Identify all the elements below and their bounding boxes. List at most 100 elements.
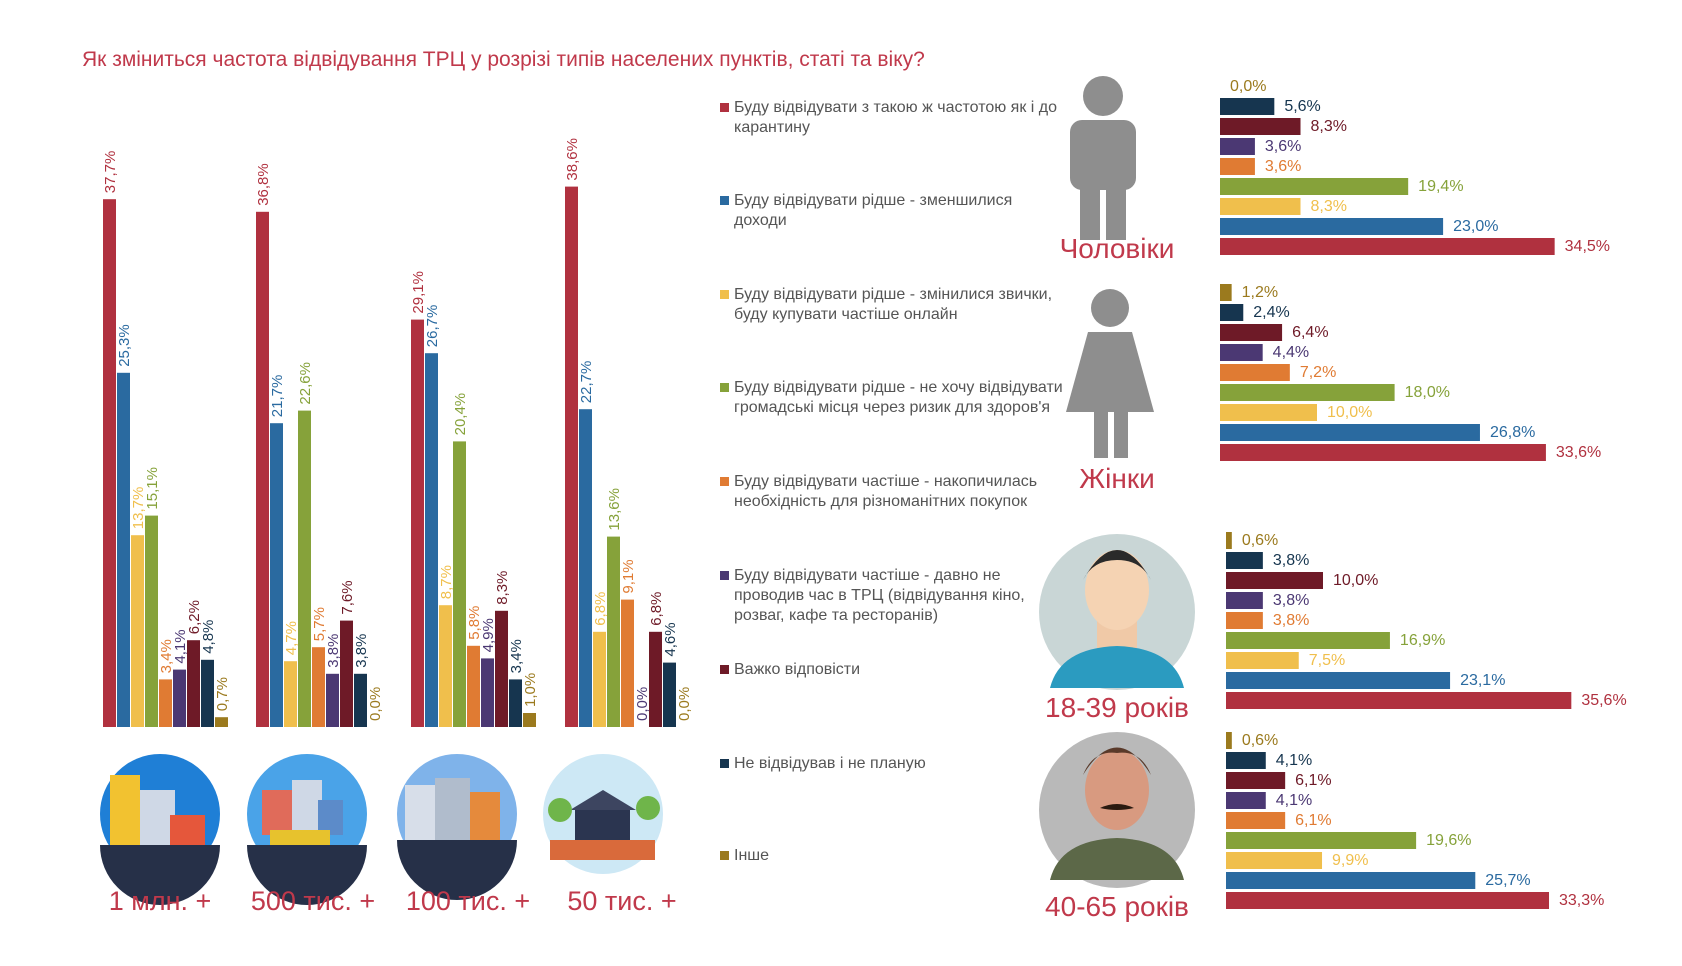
bar — [1220, 324, 1283, 341]
bar — [1220, 98, 1275, 115]
legend-item: Буду відвідувати рідше - не хочу відвіду… — [720, 378, 1064, 418]
group-label: 40-65 років — [1045, 891, 1189, 922]
category-label: 50 тис. + — [567, 886, 676, 916]
bar — [1226, 792, 1266, 809]
value-label: 35,6% — [1581, 692, 1626, 709]
bar — [607, 536, 620, 727]
bar — [1226, 832, 1417, 849]
legend-item: Буду відвідувати рідше - змінилися звичк… — [720, 285, 1064, 325]
value-label: 19,4% — [1418, 178, 1463, 195]
bar — [340, 620, 353, 727]
value-label: 0,0% — [367, 687, 384, 721]
city-icon — [397, 754, 517, 900]
legend-swatch — [720, 290, 729, 299]
legend-swatch — [720, 571, 729, 580]
bar — [621, 599, 634, 727]
value-label: 3,8% — [325, 634, 342, 668]
value-label: 26,7% — [424, 305, 441, 348]
bar — [1226, 892, 1550, 909]
value-label: 6,8% — [648, 592, 665, 626]
legend-text: Буду відвідувати рідше - зменшилися дохо… — [734, 192, 1013, 229]
legend-text: Важко відповісти — [734, 661, 861, 678]
value-label: 6,2% — [186, 600, 203, 634]
bar — [354, 673, 367, 727]
value-label: 36,8% — [255, 163, 272, 206]
legend-swatch — [720, 477, 729, 486]
value-label: 10,0% — [1327, 404, 1372, 421]
value-label: 25,3% — [116, 324, 133, 367]
legend-swatch — [720, 759, 729, 768]
value-label: 5,7% — [311, 607, 328, 641]
legend-text: Інше — [734, 847, 770, 864]
woman-icon — [1066, 289, 1154, 458]
city-icon — [543, 754, 663, 874]
bar — [663, 662, 676, 727]
bar — [1220, 444, 1546, 461]
bar — [312, 647, 325, 727]
value-label: 22,7% — [578, 361, 595, 404]
value-label: 21,7% — [269, 375, 286, 418]
value-label: 10,0% — [1333, 572, 1378, 589]
value-label: 3,8% — [1273, 612, 1309, 629]
value-label: 3,4% — [508, 639, 525, 673]
bar — [1220, 118, 1301, 135]
city-icon — [247, 754, 367, 905]
bar — [509, 679, 522, 727]
bar — [1226, 672, 1451, 689]
value-label: 13,7% — [130, 487, 147, 530]
bar — [411, 319, 424, 727]
bar — [1220, 178, 1409, 195]
legend-item: Буду відвідувати рідше - зменшилися дохо… — [720, 191, 1064, 231]
value-label: 37,7% — [102, 151, 119, 194]
legend-swatch — [720, 103, 729, 112]
value-label: 4,1% — [172, 629, 189, 663]
value-label: 25,7% — [1485, 872, 1530, 889]
value-label: 1,0% — [522, 673, 539, 707]
bar — [173, 669, 186, 727]
value-label: 0,0% — [634, 687, 651, 721]
legend-swatch — [720, 196, 729, 205]
bar — [1220, 284, 1232, 301]
value-label: 4,1% — [1276, 792, 1312, 809]
value-label: 20,4% — [452, 393, 469, 436]
value-label: 16,9% — [1400, 632, 1445, 649]
value-label: 7,2% — [1300, 364, 1336, 381]
bar — [1226, 852, 1323, 869]
value-label: 5,8% — [466, 606, 483, 640]
bar — [1220, 384, 1395, 401]
value-label: 19,6% — [1426, 832, 1471, 849]
value-label: 4,4% — [1273, 344, 1309, 361]
value-label: 4,7% — [283, 621, 300, 655]
bar — [1220, 138, 1255, 155]
bar — [579, 409, 592, 727]
legend-text: Буду відвідувати з такою ж частотою як і… — [734, 99, 1058, 136]
bar — [467, 645, 480, 727]
value-label: 6,1% — [1295, 772, 1331, 789]
bar — [425, 353, 438, 727]
bar — [1226, 532, 1232, 549]
value-label: 26,8% — [1490, 424, 1535, 441]
bar — [298, 410, 311, 727]
category-label: 1 млн. + — [109, 886, 212, 916]
bar — [1226, 812, 1286, 829]
bar — [593, 631, 606, 727]
legend-item: Не відвідував і не планую — [720, 754, 1064, 774]
bar — [117, 372, 130, 727]
value-label: 2,4% — [1253, 304, 1289, 321]
legend-swatch — [720, 383, 729, 392]
value-label: 8,3% — [494, 571, 511, 605]
value-label: 9,1% — [620, 559, 637, 593]
value-label: 0,6% — [1242, 532, 1278, 549]
legend-text: Буду відвідувати рідше - не хочу відвіду… — [734, 379, 1063, 416]
value-label: 22,6% — [297, 362, 314, 405]
bar — [439, 605, 452, 727]
group-label: Жінки — [1079, 463, 1154, 494]
bar — [1220, 344, 1263, 361]
bar — [326, 673, 339, 727]
bar — [1226, 652, 1299, 669]
bar — [159, 679, 172, 727]
value-label: 8,7% — [438, 565, 455, 599]
bar — [649, 631, 662, 727]
young-icon — [1039, 534, 1195, 690]
